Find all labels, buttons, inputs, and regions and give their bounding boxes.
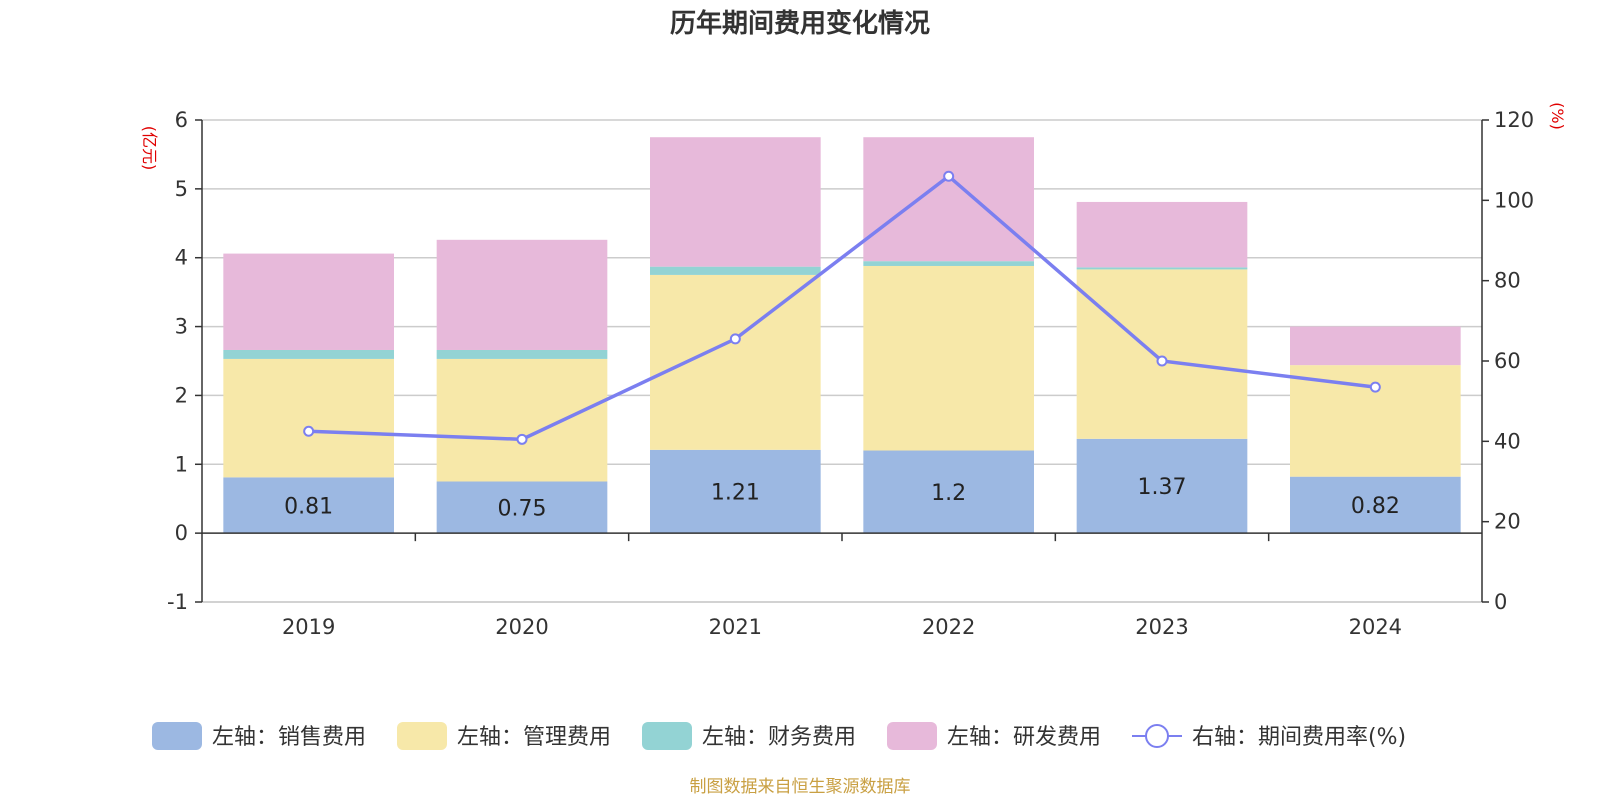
bar-value-label: 0.81 [284,494,333,519]
left-tick-label: 4 [175,246,188,270]
legend-item[interactable]: 左轴：研发费用 [887,722,1101,750]
x-tick-label: 2023 [1135,615,1188,639]
bar-labels: 0.81 0.75 1.21 1.2 1.37 0.82 [284,475,1400,521]
bar-segment [650,266,821,275]
bar-segment [1290,326,1461,366]
rate-point [516,433,528,445]
bar-value-label: 1.37 [1138,475,1187,500]
bar-segment [436,239,608,350]
right-tick-label: 60 [1494,349,1521,373]
chart-title: 历年期间费用变化情况 [670,8,930,39]
bar-segment [1076,201,1248,268]
rate-line-path [308,173,1376,442]
left-tick-label: 0 [175,521,188,545]
bar-segment [223,349,394,359]
legend-item[interactable]: 右轴：期间费用率(%) [1132,724,1406,750]
left-tick-label: 5 [175,177,188,201]
rate-point [943,170,955,182]
legend-swatch [642,722,692,750]
bar-segment [650,274,821,450]
x-tick-label: 2021 [709,615,762,639]
legend-label: 左轴：财务费用 [702,725,856,750]
legend-item[interactable]: 左轴：财务费用 [642,722,856,750]
bar-value-label: 0.82 [1351,494,1400,519]
right-tick-label: 40 [1494,429,1521,453]
legend-label: 左轴：管理费用 [457,725,611,750]
rate-line [303,170,1381,445]
legend-swatch [887,722,937,750]
bar-segment [223,477,394,534]
right-tick-label: 80 [1494,269,1521,293]
bars [223,137,1461,534]
left-axis-unit: (亿元) [140,126,159,171]
rate-point [1369,381,1381,393]
bar-value-label: 0.75 [498,496,547,521]
bar-segment [1076,267,1248,270]
x-tick-label: 2022 [922,615,975,639]
legend-item[interactable]: 左轴：管理费用 [397,722,611,750]
legend-label: 左轴：销售费用 [212,725,366,750]
legend-swatch [152,722,202,750]
right-axis-unit: (%) [1548,102,1567,130]
rate-point [729,333,741,345]
left-tick-label: 2 [175,383,188,407]
right-tick-label: 0 [1494,590,1507,614]
left-tick-label: -1 [167,590,188,614]
right-tick-label: 100 [1494,188,1534,212]
legend-circle-icon [1145,724,1169,748]
rate-point [303,425,315,437]
bar-segment [1290,476,1461,534]
bar-segment [650,449,821,534]
bar-segment [650,137,821,267]
x-tick-label: 2019 [282,615,335,639]
legend[interactable]: 左轴：销售费用 左轴：管理费用 左轴：财务费用 左轴：研发费用 右轴：期间费用率(%) [152,722,1406,750]
legend-swatch [397,722,447,750]
bar-segment [223,358,394,478]
bar-segment [436,481,608,534]
bar-segment [863,261,1034,266]
right-tick-label: 120 [1494,108,1534,132]
right-tick-label: 20 [1494,510,1521,534]
legend-label: 左轴：研发费用 [947,725,1101,750]
bar-segment [863,265,1034,451]
left-tick-label: 1 [175,452,188,476]
x-tick-label: 2024 [1349,615,1402,639]
bar-segment [863,137,1034,262]
bar-segment [436,358,608,482]
bar-segment [1076,269,1248,439]
legend-label: 右轴：期间费用率(%) [1192,725,1406,750]
bar-segment [1076,438,1248,534]
bar-segment [223,253,394,350]
bar-value-label: 1.2 [931,481,966,506]
bar-segment [863,450,1034,534]
left-tick-label: 3 [175,315,188,339]
legend-item[interactable]: 左轴：销售费用 [152,722,366,750]
source-note: 制图数据来自恒生聚源数据库 [690,777,911,797]
bar-value-label: 1.21 [711,480,760,505]
rate-point [1156,355,1168,367]
left-tick-label: 6 [175,108,188,132]
bar-segment [436,349,608,359]
x-tick-label: 2020 [495,615,548,639]
